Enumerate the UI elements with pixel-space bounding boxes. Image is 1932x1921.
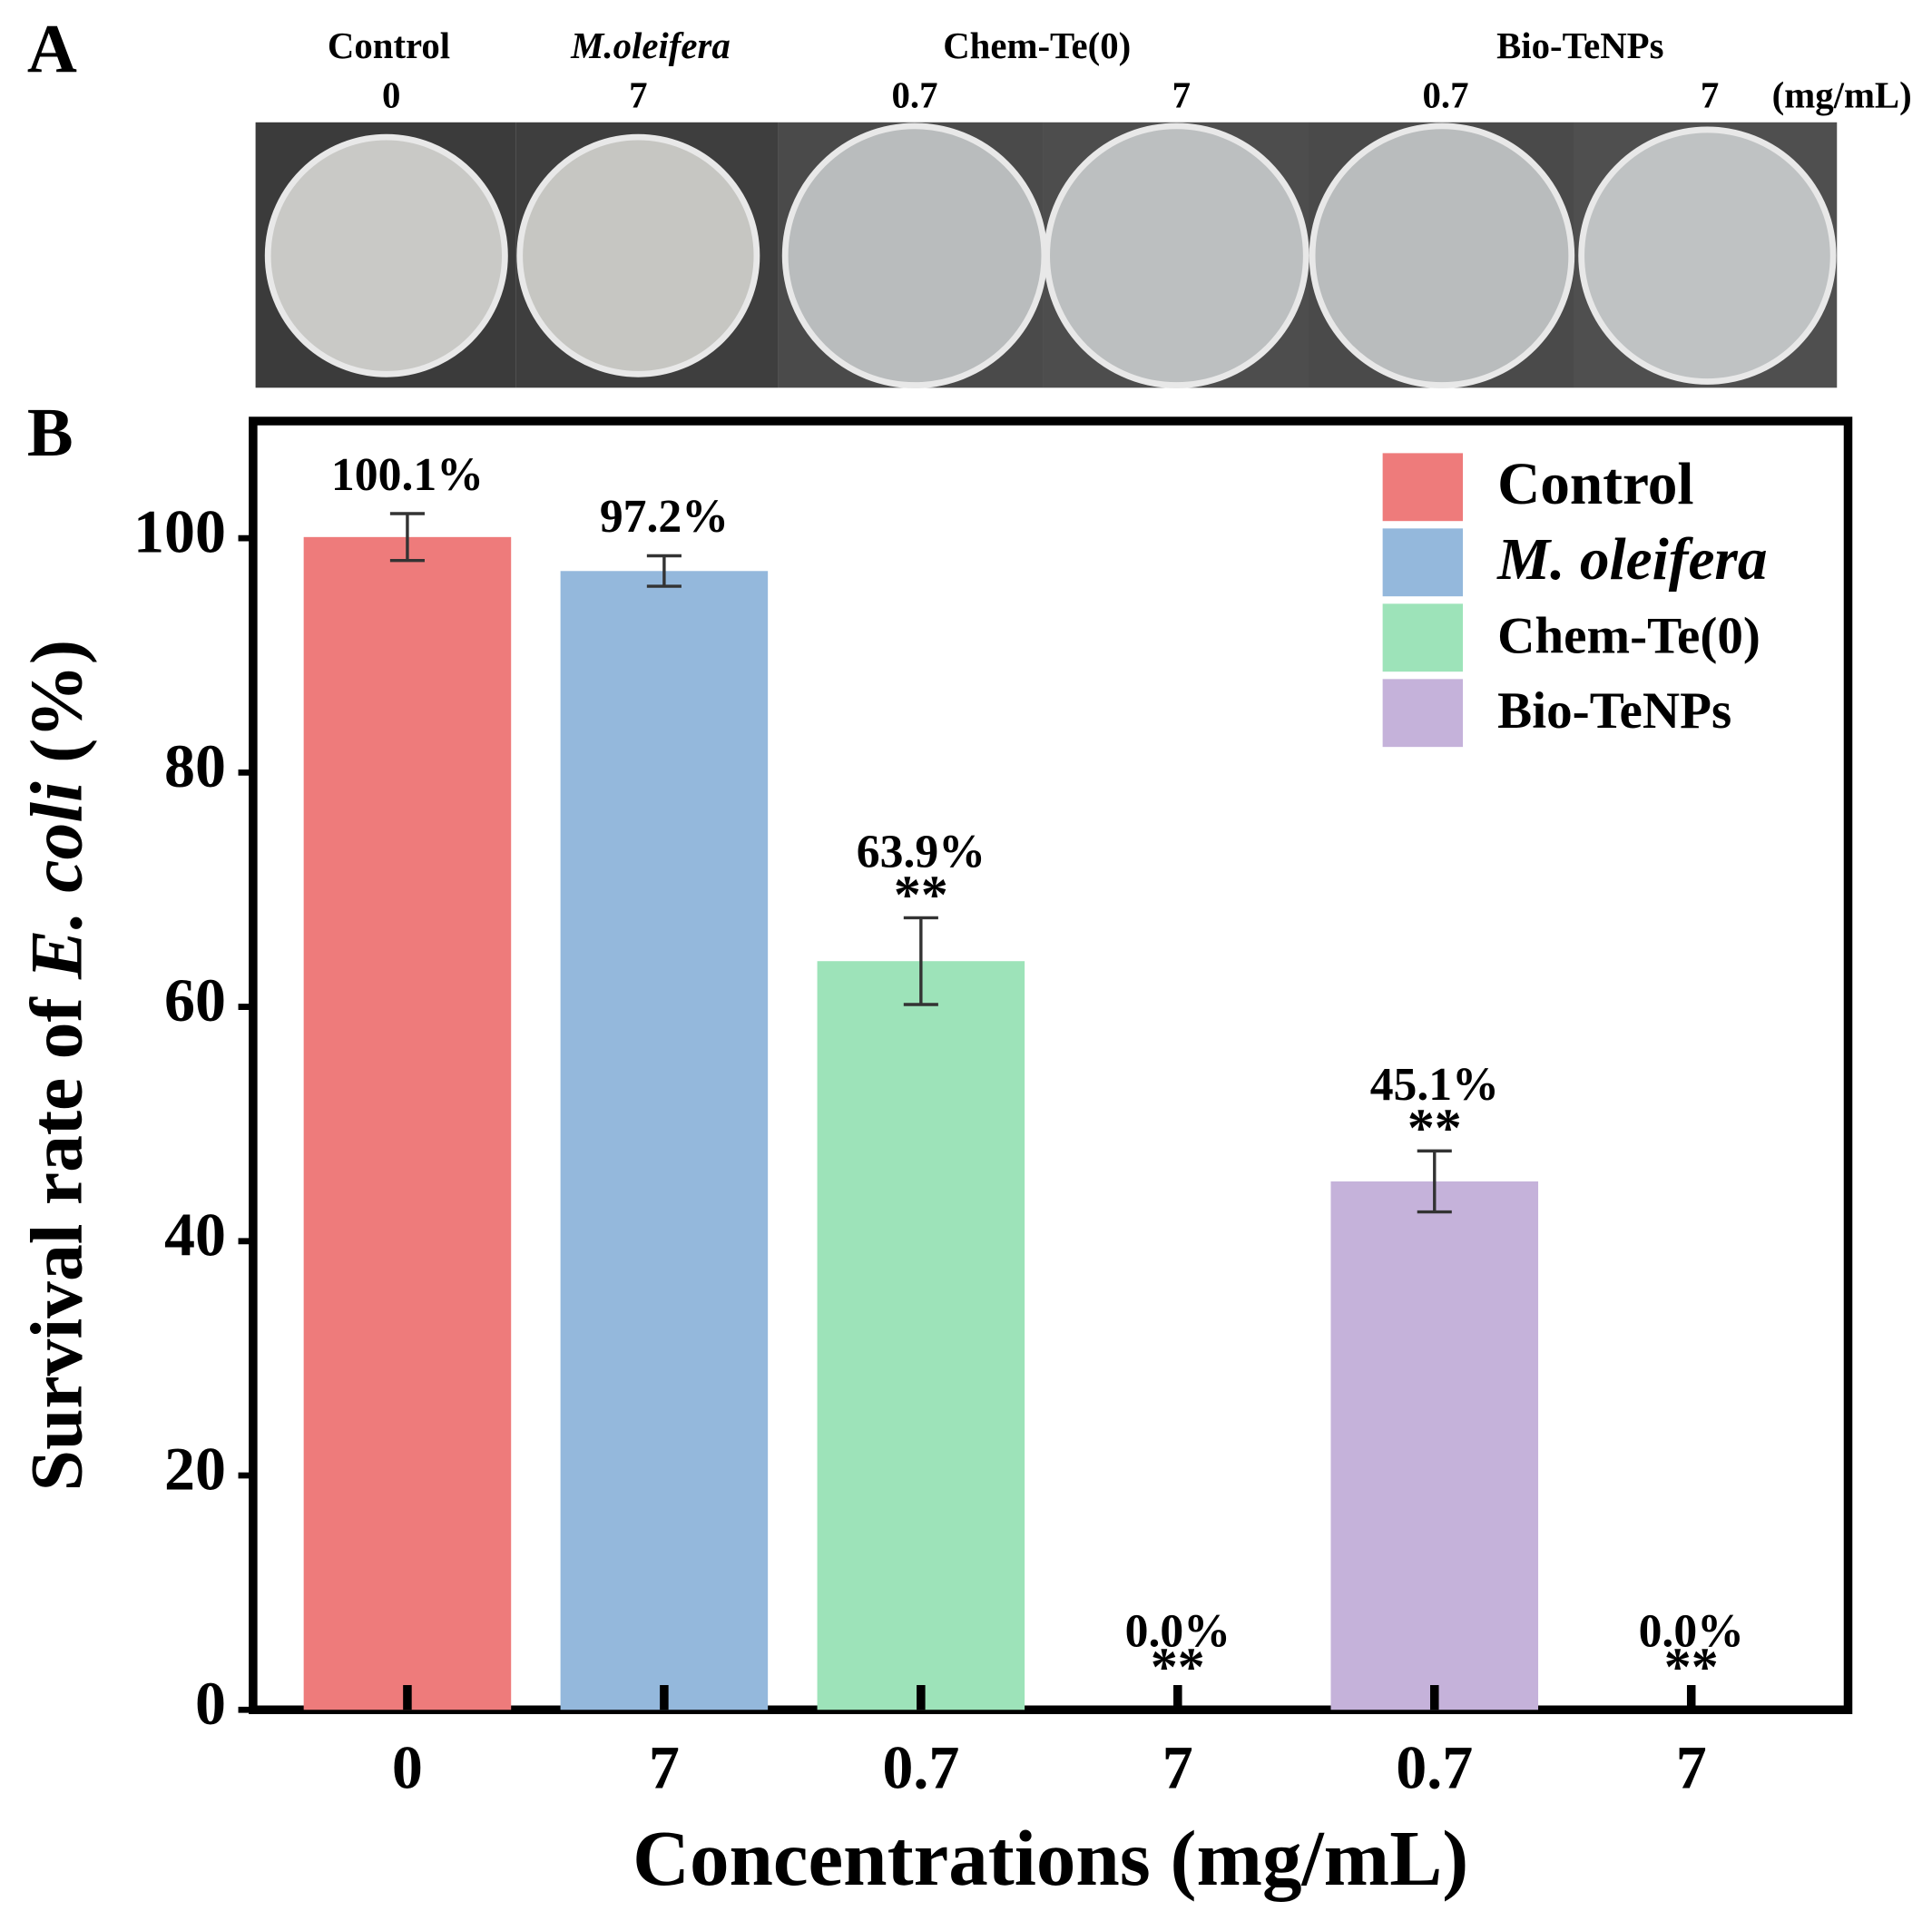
group-label: M.oleifera: [570, 25, 731, 66]
concentration-label: 0: [382, 74, 400, 115]
legend-label: Control: [1497, 452, 1693, 517]
significance: **: [1407, 1098, 1462, 1158]
value-label: 0.0%: [1639, 1605, 1744, 1657]
x-axis-label: Concentrations (mg/mL): [633, 1814, 1468, 1902]
concentration-label: 7: [1172, 74, 1191, 115]
x-tick-label: 0.7: [882, 1733, 959, 1802]
bar: [1330, 1181, 1539, 1710]
y-axis-label-part: Survival rate of: [15, 979, 97, 1491]
legend-label: M. oleifera: [1496, 527, 1767, 593]
legend-label: Chem-Te(0): [1497, 607, 1760, 664]
concentration-label: 7: [1701, 74, 1719, 115]
concentration-label: 0.7: [1423, 74, 1469, 115]
significance: **: [894, 865, 948, 925]
photo-strip: [255, 122, 1838, 388]
unit-label: (mg/mL): [1772, 74, 1912, 115]
concentration-label: 7: [629, 74, 647, 115]
value-label: 100.1%: [331, 449, 484, 501]
y-tick-label: 20: [164, 1435, 226, 1504]
error-bar: [903, 916, 938, 1006]
value-label: 63.9%: [857, 826, 986, 877]
concentration-label: 0.7: [892, 74, 938, 115]
bar: [817, 961, 1025, 1710]
y-axis-label-part: (%): [15, 640, 97, 781]
legend-swatch: [1382, 679, 1464, 748]
bar: [303, 536, 512, 1710]
x-tick-label: 0: [392, 1733, 423, 1802]
y-tick-label: 80: [164, 731, 226, 800]
y-tick-label: 100: [133, 497, 226, 566]
y-axis-label-part: E. coli: [15, 781, 97, 980]
legend-swatch: [1382, 603, 1464, 672]
y-tick-label: 0: [195, 1669, 226, 1738]
x-tick-label: 7: [1162, 1733, 1193, 1802]
x-tick-label: 0.7: [1396, 1733, 1473, 1802]
bar: [560, 571, 769, 1710]
error-bar: [646, 554, 682, 588]
x-tick-label: 7: [1676, 1733, 1707, 1802]
panel-label: B: [27, 395, 74, 471]
value-label: 0.0%: [1125, 1605, 1231, 1657]
value-label: 97.2%: [600, 491, 729, 543]
y-axis-label: Survival rate of E. coli (%): [15, 640, 97, 1491]
legend-swatch: [1382, 453, 1464, 522]
legend-swatch: [1382, 528, 1464, 597]
value-label: 45.1%: [1370, 1059, 1499, 1111]
error-bar: [389, 512, 425, 563]
group-label: Bio-TeNPs: [1496, 25, 1663, 66]
group-label: Chem-Te(0): [943, 25, 1131, 66]
x-tick-label: 7: [649, 1733, 680, 1802]
error-bar: [1417, 1149, 1452, 1214]
y-tick-label: 60: [164, 965, 226, 1034]
legend-label: Bio-TeNPs: [1497, 682, 1731, 740]
group-label: Control: [328, 25, 450, 66]
axes-frame: [249, 417, 1853, 1715]
panel-label: A: [27, 11, 77, 87]
y-tick-label: 40: [164, 1200, 226, 1269]
